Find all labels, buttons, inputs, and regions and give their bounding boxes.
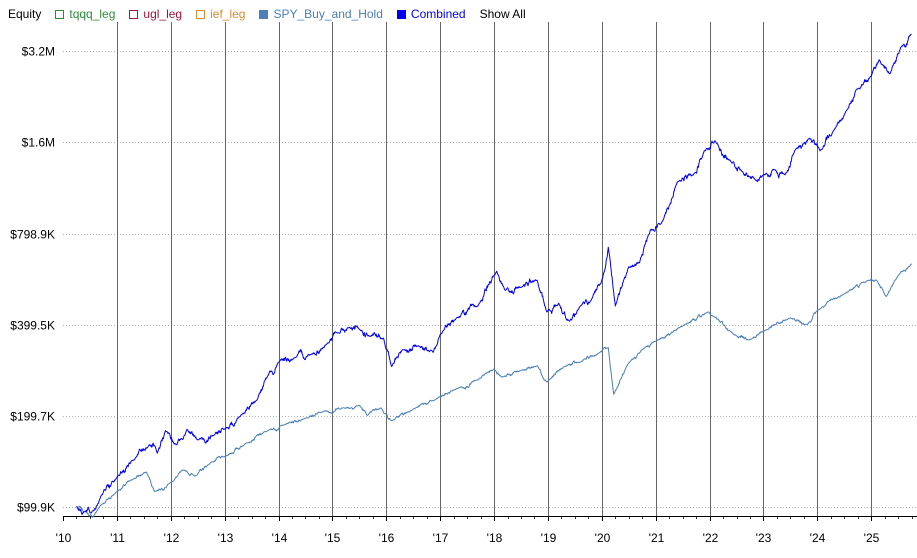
x-tick-label-1: '11 bbox=[110, 531, 125, 545]
y-tick-label-2: $399.5K bbox=[10, 319, 55, 333]
legend-swatch-combined-icon bbox=[396, 9, 406, 19]
show-all-button[interactable]: Show All bbox=[479, 7, 526, 21]
x-tick-label-7: '17 bbox=[433, 531, 449, 545]
legend-label-ugl: ugl_leg bbox=[143, 7, 183, 21]
legend-label-tqqq: tqqq_leg bbox=[69, 7, 116, 21]
x-tick-label-3: '13 bbox=[218, 531, 234, 545]
x-tick-label-4: '14 bbox=[272, 531, 288, 545]
y-tick-label-0: $99.9K bbox=[17, 501, 55, 515]
x-tick-label-13: '23 bbox=[756, 531, 772, 545]
y-tick-label-5: $3.2M bbox=[22, 45, 55, 59]
x-axis: '10 '11 '12 '13 '14 '15 '16 '17 '18 '19 '20 '21 '22 '… bbox=[56, 516, 917, 545]
legend-label-ief: ief_leg bbox=[210, 7, 246, 21]
x-tick-label-9: '19 bbox=[541, 531, 557, 545]
legend-label-combined: Combined bbox=[410, 7, 466, 21]
series-lines bbox=[76, 33, 912, 518]
legend-swatch-spy-icon bbox=[259, 9, 269, 19]
legend-item-ief[interactable]: ief_leg bbox=[196, 7, 245, 21]
legend-swatch-ief-icon bbox=[196, 9, 206, 19]
x-tick-label-0: '10 bbox=[56, 531, 72, 545]
legend-swatch-ugl-icon bbox=[129, 9, 139, 19]
x-tick-label-5: '15 bbox=[325, 531, 341, 545]
legend-item-combined[interactable]: Combined bbox=[396, 7, 466, 21]
legend-swatch-tqqq-icon bbox=[55, 9, 65, 19]
series-line-combined bbox=[76, 33, 912, 516]
x-tick-label-8: '18 bbox=[487, 531, 503, 545]
legend-item-tqqq[interactable]: tqqq_leg bbox=[55, 7, 115, 21]
y-tick-label-4: $1.6M bbox=[22, 136, 55, 150]
legend-label-spy: SPY_Buy_and_Hold bbox=[273, 7, 383, 21]
y-axis-labels: $99.9K $199.7K $399.5K $798.9K $1.6M $3.2M bbox=[10, 45, 55, 515]
x-tick-label-15: '25 bbox=[864, 531, 880, 545]
x-tick-label-2: '12 bbox=[164, 531, 180, 545]
x-tick-label-10: '20 bbox=[595, 531, 611, 545]
y-tick-label-3: $798.9K bbox=[10, 228, 55, 242]
y-tick-label-1: $199.7K bbox=[10, 410, 55, 424]
legend-item-ugl[interactable]: ugl_leg bbox=[129, 7, 182, 21]
x-tick-label-14: '24 bbox=[810, 531, 826, 545]
x-tick-label-6: '16 bbox=[379, 531, 395, 545]
legend-title: Equity bbox=[8, 7, 42, 21]
x-tick-label-12: '22 bbox=[703, 531, 719, 545]
x-tick-label-11: '21 bbox=[649, 531, 665, 545]
series-line-spy-buy-and-hold bbox=[76, 263, 912, 518]
legend-item-spy[interactable]: SPY_Buy_and_Hold bbox=[259, 7, 383, 21]
legend: Equity tqqq_leg ugl_leg ief_leg SPY_Buy_… bbox=[8, 4, 526, 24]
grid-lines bbox=[63, 22, 917, 516]
